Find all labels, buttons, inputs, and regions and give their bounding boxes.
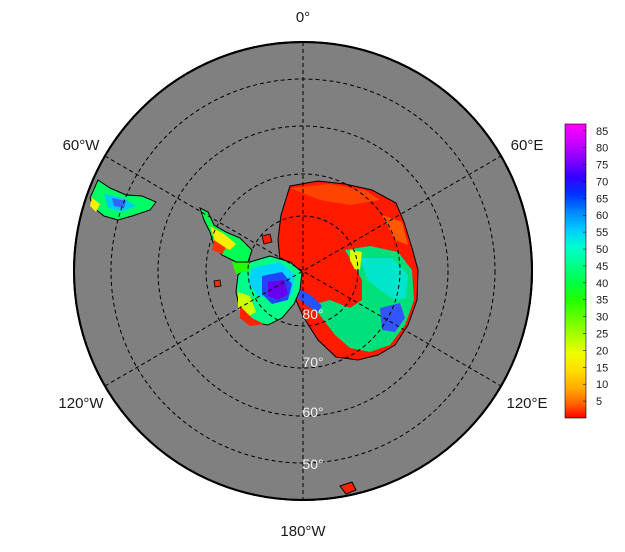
colorbar: 85 80 75 70 65 60 55 50 45 40 35 30 25 20 15 10 5 <box>564 123 608 419</box>
meridian-120 <box>104 155 502 387</box>
colorbar-tick-label: 5 <box>596 396 602 408</box>
meridian-60 <box>104 155 502 387</box>
colorbar-tick-label: 65 <box>596 193 608 205</box>
colorbar-tick-label: 10 <box>596 379 608 391</box>
colorbar-tick-label: 40 <box>596 278 608 290</box>
antarctic-peninsula <box>199 207 253 263</box>
small-island <box>261 233 273 245</box>
west-purple <box>268 280 288 300</box>
colorbar-tick-label: 15 <box>596 362 608 374</box>
small-island-2 <box>213 279 222 288</box>
colorbar-tick-label: 80 <box>596 143 608 155</box>
new-zealand-island <box>339 481 357 495</box>
colorbar-tick-label: 55 <box>596 227 608 239</box>
colorbar-tick-label: 50 <box>596 244 608 256</box>
colorbar-tick-label: 30 <box>596 312 608 324</box>
lon-label-180w: 180°W <box>280 523 326 540</box>
colorbar-tick-label: 70 <box>596 176 608 188</box>
lon-label-120e: 120°E <box>506 395 547 412</box>
lat-label-50: 50° <box>302 456 323 472</box>
lat-label-70: 70° <box>302 354 323 370</box>
orange-patch-2 <box>382 215 408 245</box>
colorbar-tick-label: 20 <box>596 345 608 357</box>
cyan-patch <box>360 258 408 300</box>
colorbar-tick-label: 35 <box>596 295 608 307</box>
west-red <box>240 306 264 326</box>
colorbar-tick-label: 45 <box>596 261 608 273</box>
colorbar-tick-label: 60 <box>596 210 608 222</box>
disk-outline <box>73 41 533 501</box>
peninsula-red <box>212 240 226 254</box>
lon-label-0: 0° <box>296 9 310 26</box>
colorbar-tick-label: 75 <box>596 160 608 172</box>
blue-patch-east <box>380 303 405 332</box>
map-layers <box>89 42 502 500</box>
sa-blue <box>112 198 126 208</box>
yellow-patch-east <box>350 250 362 270</box>
colorbar-gradient <box>564 123 587 419</box>
orange-patch <box>290 184 380 205</box>
colorbar-tick-label: 85 <box>596 126 608 138</box>
ross-blue <box>298 288 322 312</box>
lat-circle-70 <box>205 173 401 369</box>
sa-yellow <box>90 198 100 212</box>
colorbar-tick-label: 25 <box>596 329 608 341</box>
lon-label-120w: 120°W <box>58 395 104 412</box>
lat-label-60: 60° <box>302 404 323 420</box>
lat-label-80: 80° <box>302 306 323 322</box>
colorbar-ticks: 85 80 75 70 65 60 55 50 45 40 35 30 25 20 15 10 5 <box>583 126 608 408</box>
red-inner <box>300 250 360 300</box>
lon-label-60e: 60°E <box>511 137 544 154</box>
lon-label-60w: 60°W <box>63 137 101 154</box>
